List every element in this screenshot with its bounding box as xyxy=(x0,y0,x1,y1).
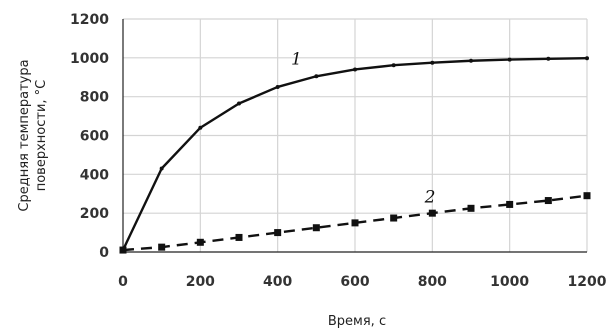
y-axis-title: Средняя температура поверхности, °С xyxy=(17,59,49,211)
x-axis-title: Время, с xyxy=(328,314,386,329)
series-1-point xyxy=(198,125,203,130)
y-tick-label: 400 xyxy=(80,167,109,183)
series-2-point xyxy=(274,229,282,237)
x-tick-label: 0 xyxy=(118,274,128,290)
y-tick-label: 1200 xyxy=(70,12,109,28)
series-1-label: 1 xyxy=(291,49,302,69)
y-axis-title-line: поверхности, °С xyxy=(34,80,49,192)
series-2-point xyxy=(467,204,475,212)
y-tick-label: 600 xyxy=(80,129,109,145)
series-layer xyxy=(119,56,591,254)
series-1-point xyxy=(314,74,319,79)
series-1-point xyxy=(546,56,551,61)
series-1-point xyxy=(353,67,357,72)
series-2-point xyxy=(196,238,204,246)
series-1-point xyxy=(507,57,512,62)
y-axis-title-line: Средняя температура xyxy=(17,59,32,211)
series-2-point xyxy=(351,219,359,227)
series-2-point xyxy=(428,209,436,217)
series-1-point xyxy=(275,84,280,89)
y-tick-label: 800 xyxy=(80,90,109,106)
series-1-point xyxy=(159,166,164,171)
series-2-point xyxy=(506,200,514,208)
series-2-point xyxy=(583,192,591,200)
series-2-point xyxy=(119,246,127,254)
series-2-point xyxy=(235,233,243,241)
x-tick-label: 400 xyxy=(263,274,292,290)
series-2-label: 2 xyxy=(424,187,436,207)
axes xyxy=(122,19,587,253)
series-1-point xyxy=(237,101,241,106)
series-1-point xyxy=(430,60,435,65)
x-tick-label: 600 xyxy=(340,274,369,290)
x-tick-label: 200 xyxy=(186,274,215,290)
y-tick-label: 0 xyxy=(99,245,109,261)
series-2-point xyxy=(312,224,320,232)
series-1-point xyxy=(585,56,589,61)
y-tick-label: 200 xyxy=(80,206,109,222)
series-1-point xyxy=(391,63,396,68)
x-tick-label: 1000 xyxy=(490,274,529,290)
series-1-point xyxy=(469,58,473,63)
y-tick-label: 1000 xyxy=(70,51,109,67)
series-2-point xyxy=(390,214,398,222)
series-2-point xyxy=(544,197,552,205)
x-tick-label: 1200 xyxy=(568,274,607,290)
x-tick-label: 800 xyxy=(418,274,447,290)
series-2-point xyxy=(158,243,166,251)
